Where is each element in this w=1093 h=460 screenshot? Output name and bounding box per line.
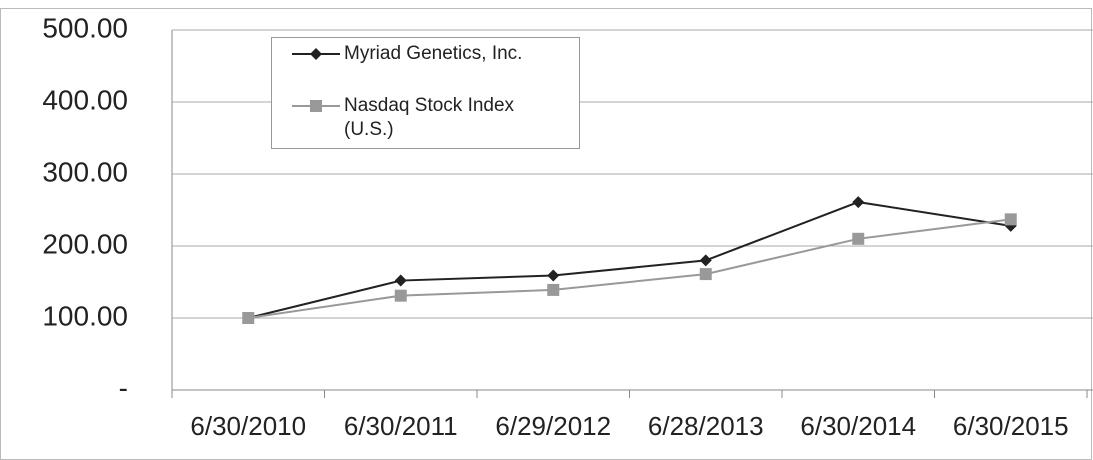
x-tick-label: 6/28/2013 xyxy=(648,411,764,441)
x-tick-label: 6/30/2011 xyxy=(344,411,458,441)
legend-entry: Myriad Genetics, Inc. xyxy=(292,42,564,66)
x-tick-label: 6/30/2014 xyxy=(800,411,916,441)
y-tick-label: 200.00 xyxy=(42,228,128,259)
marker xyxy=(547,283,560,296)
marker xyxy=(699,268,712,281)
series-line xyxy=(248,201,1011,319)
marker xyxy=(310,100,322,112)
legend-entry: Nasdaq Stock Index (U.S.) xyxy=(292,94,564,142)
marker xyxy=(547,269,560,282)
x-tick-label: 6/29/2012 xyxy=(495,411,611,441)
marker xyxy=(699,254,712,267)
marker xyxy=(852,232,865,245)
marker xyxy=(310,48,322,60)
y-tick-label: 300.00 xyxy=(42,156,128,187)
x-tick-label: 6/30/2010 xyxy=(190,411,306,441)
marker xyxy=(242,312,255,324)
y-tick-label: 400.00 xyxy=(42,84,128,115)
y-tick-label: 500.00 xyxy=(42,12,128,43)
legend: Myriad Genetics, Inc. Nasdaq Stock Index … xyxy=(271,37,580,149)
legend-swatch xyxy=(292,100,340,112)
marker xyxy=(394,289,407,302)
marker xyxy=(852,196,865,209)
legend-label: Nasdaq Stock Index (U.S.) xyxy=(344,95,515,140)
y-tick-label: 100.00 xyxy=(42,300,128,331)
y-tick-label: - xyxy=(119,372,128,403)
marker xyxy=(1004,213,1017,226)
series-line xyxy=(248,218,1011,319)
marker xyxy=(394,274,407,287)
legend-swatch xyxy=(292,48,340,60)
legend-label: Myriad Genetics, Inc. xyxy=(344,43,523,64)
x-tick-label: 6/30/2015 xyxy=(953,411,1069,441)
